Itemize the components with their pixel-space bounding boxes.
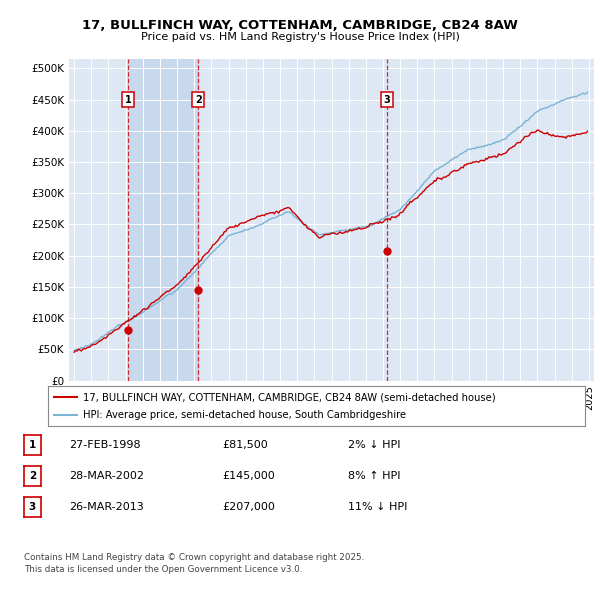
Text: 2: 2 bbox=[29, 471, 36, 481]
Text: £145,000: £145,000 bbox=[222, 471, 275, 481]
Text: HPI: Average price, semi-detached house, South Cambridgeshire: HPI: Average price, semi-detached house,… bbox=[83, 410, 406, 420]
Text: 17, BULLFINCH WAY, COTTENHAM, CAMBRIDGE, CB24 8AW: 17, BULLFINCH WAY, COTTENHAM, CAMBRIDGE,… bbox=[82, 19, 518, 32]
Text: 2: 2 bbox=[195, 94, 202, 104]
Text: 17, BULLFINCH WAY, COTTENHAM, CAMBRIDGE, CB24 8AW (semi-detached house): 17, BULLFINCH WAY, COTTENHAM, CAMBRIDGE,… bbox=[83, 392, 496, 402]
Text: 27-FEB-1998: 27-FEB-1998 bbox=[69, 441, 140, 450]
Text: 28-MAR-2002: 28-MAR-2002 bbox=[69, 471, 144, 481]
Text: £81,500: £81,500 bbox=[222, 441, 268, 450]
Text: Price paid vs. HM Land Registry's House Price Index (HPI): Price paid vs. HM Land Registry's House … bbox=[140, 32, 460, 41]
Text: 11% ↓ HPI: 11% ↓ HPI bbox=[348, 502, 407, 512]
Bar bbox=[128, 59, 198, 381]
Text: 1: 1 bbox=[29, 441, 36, 450]
Text: 1: 1 bbox=[125, 94, 131, 104]
Text: 8% ↑ HPI: 8% ↑ HPI bbox=[348, 471, 401, 481]
Text: Contains HM Land Registry data © Crown copyright and database right 2025.
This d: Contains HM Land Registry data © Crown c… bbox=[24, 553, 364, 574]
Text: 26-MAR-2013: 26-MAR-2013 bbox=[69, 502, 144, 512]
Text: £207,000: £207,000 bbox=[222, 502, 275, 512]
Text: 3: 3 bbox=[29, 502, 36, 512]
Text: 3: 3 bbox=[383, 94, 390, 104]
Text: 2% ↓ HPI: 2% ↓ HPI bbox=[348, 441, 401, 450]
